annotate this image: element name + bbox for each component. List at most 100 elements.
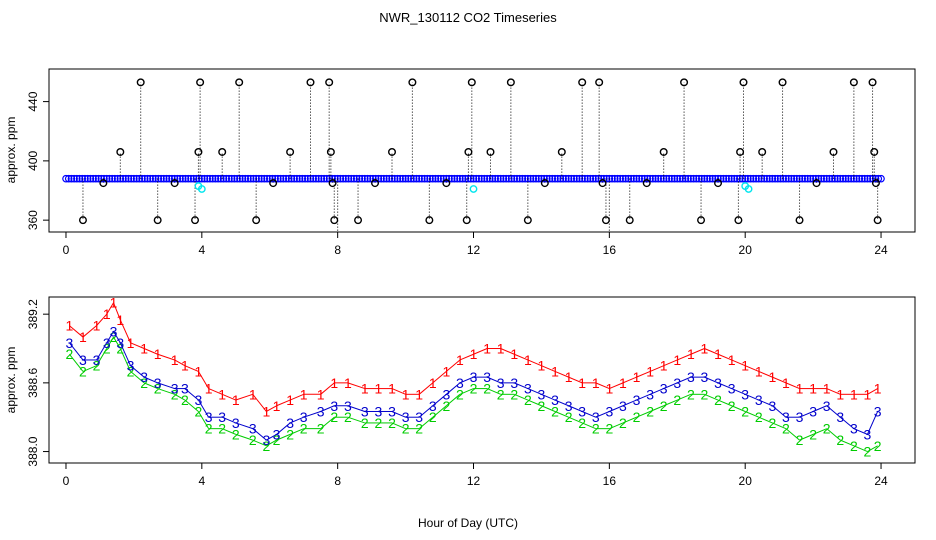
series-2-segment (853, 445, 868, 453)
series-3-marker: 3 (330, 398, 338, 414)
cyan-point (197, 185, 206, 193)
baseline-point (643, 174, 652, 183)
series-1-segment (432, 371, 447, 384)
spike-point (116, 147, 125, 156)
series-1-marker: 1 (330, 375, 338, 391)
baseline-point (434, 174, 442, 183)
series-2-marker: 2 (687, 386, 695, 402)
series-1-marker: 1 (375, 381, 383, 397)
series-2-marker: 2 (300, 421, 308, 437)
baseline-point (208, 174, 217, 183)
baseline-point (638, 174, 646, 183)
baseline-point (790, 174, 798, 183)
bottom-x-tick-label: 24 (874, 474, 888, 488)
series-2-marker: 2 (93, 358, 101, 374)
series-2-segment (82, 365, 97, 372)
series-1-marker: 1 (218, 386, 226, 402)
series-2-segment (130, 371, 145, 384)
baseline-point (456, 174, 464, 183)
baseline-point (741, 174, 749, 183)
series-1-marker: 1 (823, 381, 831, 397)
series-1-marker: 1 (195, 363, 203, 379)
baseline-point (548, 174, 557, 183)
baseline-point (369, 174, 377, 183)
spike-point (153, 216, 162, 225)
series-1-marker: 1 (619, 375, 627, 391)
bottom-x-tick-label: 12 (467, 474, 481, 488)
baseline-point (371, 174, 380, 183)
series-1-segment (235, 393, 253, 401)
series-2-marker: 2 (864, 444, 872, 460)
baseline-point (610, 174, 619, 183)
baseline-point (83, 174, 92, 183)
baseline-point (184, 174, 193, 183)
series-1-segment (459, 353, 474, 361)
top-x-tick-label: 16 (603, 243, 617, 257)
baseline-point (722, 174, 730, 183)
series-2-segment (197, 411, 210, 429)
series-2-segment (252, 439, 267, 447)
series-3-marker: 3 (768, 398, 776, 414)
baseline-point (545, 174, 554, 183)
spike-point (136, 78, 145, 87)
spike-point (736, 147, 745, 156)
series-3-segment (636, 393, 651, 401)
series-1-marker: 1 (782, 375, 790, 391)
series-2-marker: 2 (273, 432, 281, 448)
baseline-point (263, 174, 271, 183)
series-3-marker: 3 (171, 381, 179, 397)
baseline-point (162, 174, 171, 183)
top-x-axis: 0 4 8 12 16 20 24 (63, 232, 888, 257)
bottom-x-tick-label: 4 (198, 474, 205, 488)
baseline-point (784, 174, 793, 183)
baseline-point (203, 174, 212, 183)
series-2-marker: 2 (836, 432, 844, 448)
baseline-point (458, 174, 467, 183)
series-3-marker: 3 (660, 381, 668, 397)
spike-point (697, 216, 706, 225)
baseline-point (505, 174, 513, 183)
series-2-segment (418, 416, 434, 430)
series-3-segment (459, 376, 474, 384)
series-3-segment (106, 331, 114, 344)
baseline-point (771, 174, 779, 183)
series-3-segment (677, 376, 692, 384)
baseline-point (597, 174, 606, 183)
series-2-segment (143, 382, 158, 390)
baseline-point (361, 174, 369, 183)
series-1-segment (276, 399, 291, 407)
series-1-segment (347, 382, 365, 390)
baseline-point (499, 174, 508, 183)
series-3-segment (184, 388, 199, 401)
series-1-segment (157, 353, 175, 361)
series-3-segment (554, 399, 569, 407)
series-2-marker: 2 (415, 421, 423, 437)
series-3-segment (391, 411, 406, 418)
series-1-segment (320, 382, 335, 395)
series-3-marker: 3 (510, 375, 518, 391)
series-2-segment (184, 399, 199, 412)
series-1-marker: 1 (429, 375, 437, 391)
spike-point (330, 216, 339, 225)
baseline-point (206, 174, 214, 183)
series-2-marker: 2 (701, 386, 709, 402)
series-3-segment (276, 422, 291, 435)
series-1-marker: 1 (317, 386, 325, 402)
top-plot-frame (48, 68, 916, 233)
series-2-marker: 2 (633, 409, 641, 425)
baseline-point (127, 174, 135, 183)
baseline-point (746, 174, 755, 183)
baseline-point (450, 174, 459, 183)
series-1-marker: 1 (171, 352, 179, 368)
series-3-marker: 3 (344, 398, 352, 414)
spike-point (326, 147, 335, 156)
series-1-marker: 1 (470, 346, 478, 362)
series-2-segment (432, 405, 447, 418)
series-1-segment (677, 353, 692, 361)
series-2-segment (731, 405, 746, 412)
baseline-point (513, 174, 521, 183)
spike-point (196, 78, 205, 87)
top-ylabel: approx. ppm (4, 117, 18, 184)
baseline-point (725, 174, 733, 183)
